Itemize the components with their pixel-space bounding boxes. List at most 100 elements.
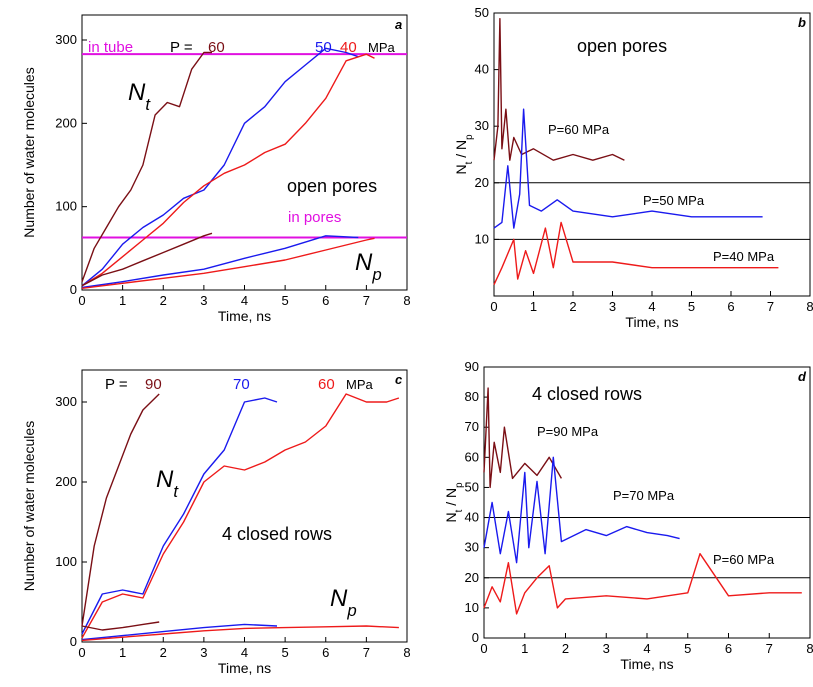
x-tick-label: 8 <box>403 293 410 308</box>
x-tick-label: 4 <box>241 293 248 308</box>
x-tick-label: 1 <box>119 293 126 308</box>
series-line <box>81 232 213 287</box>
x-tick-label: 8 <box>806 641 813 656</box>
series-annotation: P=40 MPa <box>713 249 775 264</box>
x-tick-label: 4 <box>648 299 655 314</box>
curve-label-nt: Nt <box>156 466 179 501</box>
pressure-unit: MPa <box>368 40 396 55</box>
y-axis-label: Number of water molecules <box>21 67 37 237</box>
curve-label-nt: Nt <box>128 79 151 114</box>
y-tick-label: 10 <box>475 231 489 246</box>
x-tick-label: 1 <box>119 645 126 660</box>
x-tick-label: 4 <box>643 641 650 656</box>
x-tick-label: 3 <box>200 645 207 660</box>
x-tick-label: 7 <box>363 293 370 308</box>
series-line <box>493 108 763 229</box>
y-axis-label: Number of water molecules <box>21 421 37 591</box>
x-tick-label: 3 <box>200 293 207 308</box>
y-tick-label: 0 <box>70 282 77 297</box>
x-tick-label: 6 <box>727 299 734 314</box>
pressure-value: 60 <box>318 376 335 393</box>
pressure-value: 90 <box>145 376 162 393</box>
y-axis-label: Nt / Np <box>443 482 465 523</box>
series-line <box>81 393 160 627</box>
x-tick-label: 6 <box>322 293 329 308</box>
x-tick-label: 3 <box>603 641 610 656</box>
panel-letter: c <box>395 372 403 387</box>
x-tick-label: 8 <box>403 645 410 660</box>
y-axis-label: Nt / Np <box>453 134 475 175</box>
curve-label-np: Np <box>355 249 382 284</box>
x-tick-label: 2 <box>569 299 576 314</box>
pressure-value: 70 <box>233 376 250 393</box>
series-annotation: P=60 MPa <box>548 122 610 137</box>
series-line <box>81 47 359 287</box>
x-tick-label: 7 <box>766 641 773 656</box>
series-line <box>81 625 399 642</box>
y-tick-label: 200 <box>55 115 77 130</box>
plot-title: 4 closed rows <box>532 384 642 404</box>
pressure-prefix: P = <box>170 39 193 56</box>
reference-label: in pores <box>288 209 341 226</box>
x-tick-label: 2 <box>160 293 167 308</box>
pressure-prefix: P = <box>105 376 128 393</box>
plot-title: open pores <box>577 36 667 56</box>
y-tick-label: 90 <box>465 359 479 374</box>
x-tick-label: 0 <box>78 293 85 308</box>
y-tick-label: 300 <box>55 394 77 409</box>
series-line <box>483 387 563 489</box>
x-tick-label: 0 <box>490 299 497 314</box>
series-annotation: P=50 MPa <box>643 193 705 208</box>
series-annotation: P=60 MPa <box>713 552 775 567</box>
pressure-unit: MPa <box>346 377 374 392</box>
y-tick-label: 30 <box>475 118 489 133</box>
y-tick-label: 60 <box>465 449 479 464</box>
x-tick-label: 0 <box>78 645 85 660</box>
x-tick-label: 8 <box>806 299 813 314</box>
x-axis-label: Time, ns <box>218 660 271 676</box>
panel-letter: a <box>395 17 402 32</box>
series-line <box>81 397 278 635</box>
x-tick-label: 0 <box>480 641 487 656</box>
series-line <box>493 18 625 161</box>
series-line <box>81 237 375 289</box>
y-tick-label: 40 <box>475 62 489 77</box>
x-axis-label: Time, ns <box>625 314 678 330</box>
x-tick-label: 5 <box>684 641 691 656</box>
x-tick-label: 7 <box>767 299 774 314</box>
reference-label: in tube <box>88 39 133 56</box>
pressure-value: 40 <box>340 39 357 56</box>
series-line <box>81 621 160 631</box>
y-tick-label: 50 <box>465 479 479 494</box>
x-tick-label: 2 <box>562 641 569 656</box>
panel-c: 0 1 2 3 4 5 6 7 8 0 100 200 300 Time, ns Number of wat… <box>21 369 411 676</box>
x-tick-label: 6 <box>725 641 732 656</box>
panel-letter: d <box>798 369 807 384</box>
plot-title: 4 closed rows <box>222 524 332 544</box>
x-tick-label: 5 <box>688 299 695 314</box>
curve-label-np: Np <box>330 585 357 620</box>
series-line <box>81 393 400 639</box>
series-line <box>81 53 375 287</box>
plot-title: open pores <box>287 176 377 196</box>
x-tick-label: 2 <box>160 645 167 660</box>
plot-frame <box>81 369 408 643</box>
y-tick-label: 30 <box>465 540 479 555</box>
x-tick-label: 4 <box>241 645 248 660</box>
x-tick-label: 5 <box>282 645 289 660</box>
y-tick-label: 80 <box>465 389 479 404</box>
x-tick-label: 7 <box>363 645 370 660</box>
series-line <box>81 623 278 641</box>
series-line <box>81 51 212 282</box>
series-line <box>81 235 359 289</box>
y-tick-label: 100 <box>55 199 77 214</box>
y-tick-label: 10 <box>465 600 479 615</box>
x-tick-label: 1 <box>521 641 528 656</box>
y-tick-label: 0 <box>472 630 479 645</box>
series-line <box>493 221 779 285</box>
series-line <box>483 553 802 615</box>
y-tick-label: 70 <box>465 419 479 434</box>
x-tick-label: 6 <box>322 645 329 660</box>
